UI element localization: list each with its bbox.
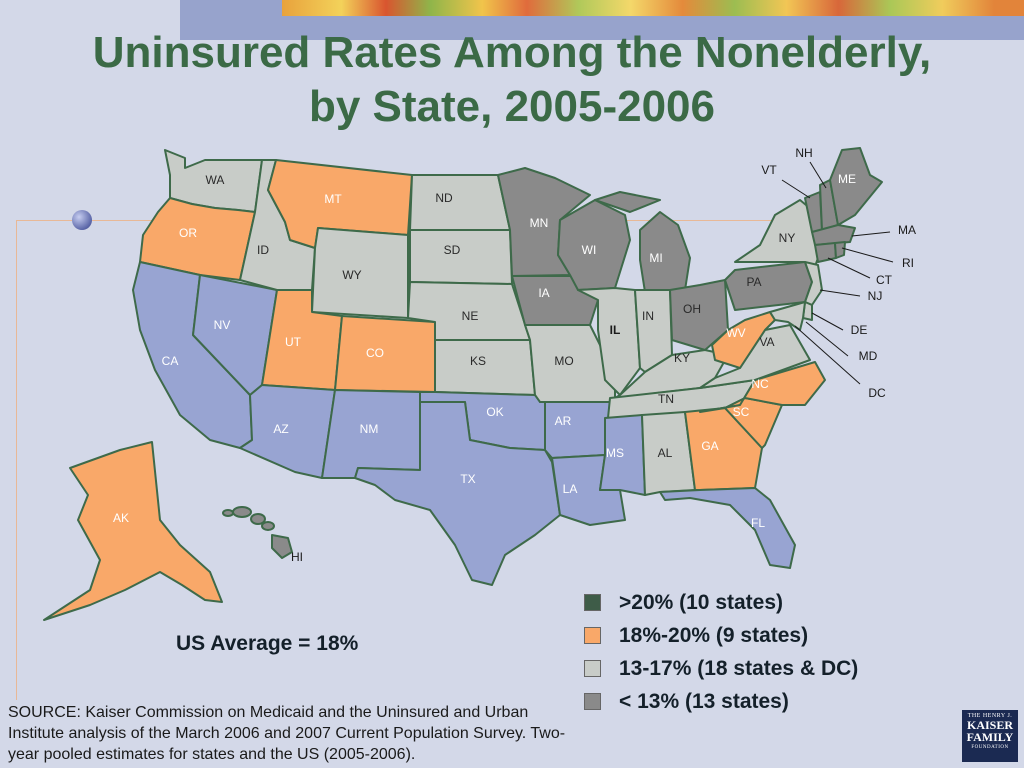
label-NV: NV <box>214 318 231 332</box>
header-flower-strip <box>282 0 1024 16</box>
label-VT: VT <box>761 163 777 177</box>
legend-item-under13: < 13% (13 states) <box>584 685 858 718</box>
label-LA: LA <box>563 482 578 496</box>
label-MD: MD <box>859 349 878 363</box>
state-MA[interactable] <box>811 224 856 246</box>
label-VA: VA <box>759 335 774 349</box>
label-ID: ID <box>257 243 269 257</box>
label-WY: WY <box>342 268 361 282</box>
label-AL: AL <box>658 446 673 460</box>
state-ME[interactable] <box>829 147 883 226</box>
label-UT: UT <box>285 335 302 349</box>
logo-line: FOUNDATION <box>971 745 1009 750</box>
label-IL: IL <box>610 323 621 337</box>
state-MI[interactable] <box>594 191 691 293</box>
legend-label: < 13% (13 states) <box>619 689 789 713</box>
page-title: Uninsured Rates Among the Nonelderly, by… <box>0 26 1024 134</box>
state-WY[interactable] <box>311 227 409 319</box>
label-NJ: NJ <box>868 289 883 303</box>
state-NC[interactable] <box>699 361 826 413</box>
label-KS: KS <box>470 354 486 368</box>
legend-swatch <box>584 693 601 710</box>
decorative-orb <box>72 210 92 230</box>
title-line-2: by State, 2005-2006 <box>308 82 716 131</box>
label-CA: CA <box>162 354 179 368</box>
state-FL[interactable] <box>659 487 796 569</box>
logo-line: KAISER <box>966 718 1013 732</box>
us-average-label: US Average = 18% <box>176 632 359 655</box>
label-MA: MA <box>898 223 916 237</box>
label-TN: TN <box>658 392 674 406</box>
legend-item-18to20: 18%-20% (9 states) <box>584 619 858 652</box>
legend-label: 13-17% (18 states & DC) <box>619 656 859 680</box>
label-OK: OK <box>486 405 503 419</box>
legend-label: 18%-20% (9 states) <box>619 623 809 647</box>
label-GA: GA <box>701 439 718 453</box>
legend: >20% (10 states) 18%-20% (9 states) 13-1… <box>584 586 858 718</box>
legend-swatch <box>584 594 601 611</box>
label-OH: OH <box>683 302 701 316</box>
kaiser-family-foundation-logo: THE HENRY J. KAISER FAMILY FOUNDATION <box>962 710 1018 762</box>
label-IN: IN <box>642 309 654 323</box>
label-MT: MT <box>324 192 342 206</box>
label-AZ: AZ <box>273 422 288 436</box>
state-WV[interactable] <box>711 311 776 369</box>
label-WI: WI <box>582 243 597 257</box>
label-KY: KY <box>674 351 690 365</box>
label-SC: SC <box>733 405 750 419</box>
label-NC: NC <box>751 377 769 391</box>
label-NH: NH <box>795 146 812 160</box>
legend-item-13to17: 13-17% (18 states & DC) <box>584 652 858 685</box>
decorative-line <box>16 220 86 221</box>
label-WA: WA <box>206 173 225 187</box>
label-AR: AR <box>555 414 572 428</box>
decorative-line <box>16 220 17 700</box>
leader-lines <box>781 161 894 385</box>
logo-line: FAMILY <box>966 730 1014 744</box>
source-note: SOURCE: Kaiser Commission on Medicaid an… <box>8 704 566 763</box>
label-RI: RI <box>902 256 914 270</box>
legend-swatch <box>584 627 601 644</box>
label-MS: MS <box>606 446 624 460</box>
state-AR[interactable] <box>539 401 616 459</box>
state-AK[interactable] <box>43 441 223 621</box>
state-TX[interactable] <box>354 401 561 586</box>
label-PA: PA <box>746 275 761 289</box>
state-CO[interactable] <box>334 315 436 393</box>
state-labels: WA OR CA NV ID MT WY UT CO AZ NM ND SD N… <box>113 146 916 564</box>
state-CT[interactable] <box>814 242 837 263</box>
label-ND: ND <box>435 191 453 205</box>
state-ND[interactable] <box>409 174 511 231</box>
label-NE: NE <box>462 309 479 323</box>
title-line-1: Uninsured Rates Among the Nonelderly, <box>92 28 932 77</box>
state-SD[interactable] <box>409 229 513 285</box>
label-OR: OR <box>179 226 197 240</box>
label-FL: FL <box>751 516 765 530</box>
label-TX: TX <box>460 472 475 486</box>
label-NM: NM <box>360 422 379 436</box>
label-HI: HI <box>291 550 303 564</box>
label-AK: AK <box>113 511 129 525</box>
logo-line: THE HENRY J. <box>967 713 1013 719</box>
state-VA[interactable] <box>699 324 811 389</box>
legend-label: >20% (10 states) <box>619 590 784 614</box>
label-IA: IA <box>538 286 549 300</box>
label-SD: SD <box>444 243 461 257</box>
label-MO: MO <box>554 354 573 368</box>
state-RI[interactable] <box>834 241 846 259</box>
label-MN: MN <box>530 216 549 230</box>
legend-item-over20: >20% (10 states) <box>584 586 858 619</box>
label-WV: WV <box>726 326 745 340</box>
label-CT: CT <box>876 273 893 287</box>
label-NY: NY <box>779 231 796 245</box>
label-CO: CO <box>366 346 384 360</box>
label-DE: DE <box>851 323 868 337</box>
label-DC: DC <box>868 386 886 400</box>
label-MI: MI <box>649 251 662 265</box>
state-HI[interactable] <box>222 506 293 559</box>
label-ME: ME <box>838 172 856 186</box>
legend-swatch <box>584 660 601 677</box>
